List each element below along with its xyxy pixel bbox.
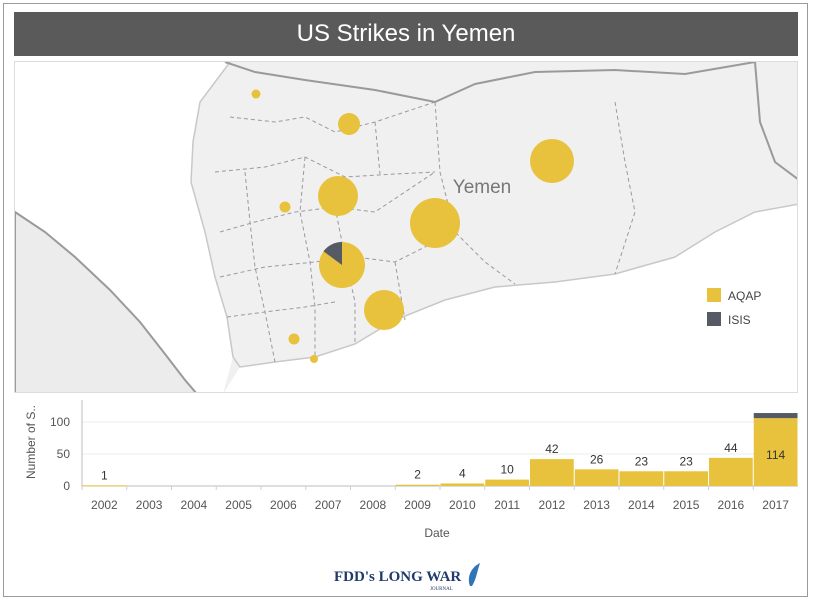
dashboard-title: US Strikes in Yemen (14, 12, 798, 56)
country-label-yemen: Yemen (453, 177, 511, 198)
x-tick-label: 2007 (315, 498, 342, 512)
bar-isis[interactable] (753, 413, 798, 419)
strike-bubble[interactable] (251, 89, 261, 99)
strike-bubbles[interactable] (251, 89, 575, 364)
map-panel[interactable]: Yemen AQAP ISIS (14, 61, 798, 393)
oman-border (754, 62, 797, 180)
y-tick-label: 100 (50, 415, 70, 429)
quill-icon (468, 563, 480, 586)
data-labels: 1 2 4 10 42 26 23 23 44 114 (101, 441, 785, 483)
bar-value-label: 10 (500, 463, 514, 477)
x-tick-label: 2006 (270, 498, 297, 512)
bar-aqap[interactable] (574, 469, 619, 486)
x-tick-label: 2013 (583, 498, 610, 512)
bar-value-label: 42 (545, 442, 559, 456)
x-tick-label: 2003 (136, 498, 163, 512)
bar-value-label: 44 (724, 441, 738, 455)
strike-bubble[interactable] (530, 139, 574, 183)
bar-value-label: 26 (590, 452, 604, 466)
x-tick-label: 2014 (628, 498, 655, 512)
map-legend: AQAP ISIS (707, 288, 761, 327)
x-tick-label: 2004 (181, 498, 208, 512)
bar-series[interactable] (82, 413, 798, 487)
x-axis: 2002 2003 2004 2005 2006 2007 2008 2009 2010 2011… (81, 486, 789, 512)
strike-bubble[interactable] (310, 355, 318, 363)
legend-label-aqap: AQAP (728, 289, 761, 303)
x-axis-title: Date (424, 526, 450, 540)
x-tick-label: 2011 (494, 498, 520, 512)
legend-label-isis: ISIS (728, 313, 751, 327)
bar-value-label: 114 (766, 448, 785, 462)
map-svg[interactable]: Yemen AQAP ISIS (15, 62, 798, 393)
bar-aqap[interactable] (530, 459, 574, 486)
bar-aqap[interactable] (709, 457, 753, 486)
bar-aqap[interactable] (395, 484, 440, 486)
bar-value-label: 23 (635, 454, 649, 468)
bar-aqap[interactable] (619, 471, 664, 486)
strike-bubble[interactable] (288, 333, 300, 345)
x-tick-label: 2015 (673, 498, 700, 512)
x-tick-label: 2016 (718, 498, 745, 512)
bar-value-label: 2 (414, 468, 421, 482)
y-axis-title: Number of S.. (24, 405, 38, 479)
gulf-of-aden-area (224, 204, 797, 392)
bar-value-label: 1 (101, 468, 108, 482)
strike-bubble[interactable] (318, 176, 358, 216)
x-tick-label: 2009 (404, 498, 431, 512)
bar-value-label: 4 (459, 466, 466, 480)
x-tick-label: 2010 (449, 498, 476, 512)
bar-aqap[interactable] (440, 483, 485, 486)
x-tick-label: 2005 (225, 498, 252, 512)
strike-bubble[interactable] (338, 113, 360, 135)
logo-text: FDD's LONG WAR (334, 569, 461, 585)
fdd-long-war-journal-logo: FDD's LONG WAR JOURNAL (334, 562, 484, 592)
legend-swatch-isis (707, 312, 721, 326)
bar-chart-panel[interactable]: 0 50 100 1 2 4 10 42 26 23 23 44 114 2002 2003 2004 20… (14, 396, 798, 548)
bar-value-label: 23 (679, 454, 693, 468)
x-tick-label: 2017 (762, 498, 789, 512)
x-tick-label: 2012 (539, 498, 566, 512)
x-tick-label: 2008 (360, 498, 387, 512)
africa-landmass (15, 210, 197, 392)
saudi-border (224, 62, 756, 104)
bar-aqap[interactable] (753, 418, 798, 486)
strike-pie-isis-slice[interactable] (323, 241, 343, 265)
strike-pie-mixed[interactable] (319, 241, 365, 288)
strike-bubble[interactable] (410, 198, 460, 248)
strike-bubble[interactable] (279, 201, 291, 213)
x-tick-label: 2002 (91, 498, 118, 512)
y-tick-label: 50 (57, 447, 71, 461)
legend-swatch-aqap (707, 288, 721, 302)
strike-bubble[interactable] (364, 290, 404, 330)
bar-aqap[interactable] (664, 471, 708, 486)
y-tick-label: 0 (63, 479, 70, 493)
bar-aqap[interactable] (485, 479, 529, 486)
logo-subtext: JOURNAL (430, 587, 453, 592)
bar-aqap[interactable] (82, 485, 127, 487)
